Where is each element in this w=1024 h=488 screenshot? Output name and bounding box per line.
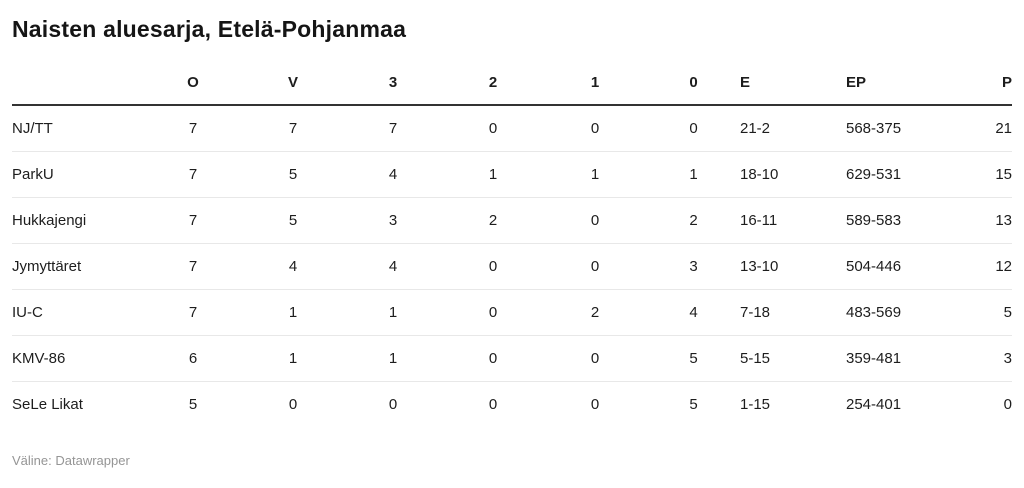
table-row: SeLe Likat 5 0 0 0 0 5 1-15 254-401 0 [12,382,1012,428]
team-name: Jymyttäret [12,243,143,290]
stat-cell: 4 [343,243,443,290]
table-row: ParkU 7 5 4 1 1 1 18-10 629-531 15 [12,151,1012,198]
stat-cell: 7-18 [740,289,846,336]
stat-cell: 5-15 [740,335,846,382]
stat-cell: 4 [343,151,443,198]
stat-cell: 5 [952,289,1012,336]
stat-cell: 2 [443,197,543,244]
stat-cell: 1 [543,151,647,198]
stat-cell: 5 [647,335,740,382]
stat-cell: 2 [647,197,740,244]
team-name: KMV-86 [12,335,143,382]
stat-cell: 1 [243,289,343,336]
stat-cell: 0 [1003,396,1012,413]
stat-cell: 1 [343,335,443,382]
stat-cell: 504-446 [846,243,952,290]
stat-cell: 1 [443,151,543,198]
stat-cell: 7 [243,105,343,152]
stat-cell: 5 [243,151,343,198]
stat-cell: 5 [689,396,698,413]
attribution-text: Väline: Datawrapper [12,453,130,468]
stat-cell: 483-569 [846,289,952,336]
column-header-e: E [740,74,846,106]
stat-cell: 18-10 [740,151,846,198]
column-header-2: 2 [443,74,543,106]
stat-cell: 0 [443,105,543,152]
stat-cell: 0 [647,105,740,152]
stat-cell: 21 [952,105,1012,152]
table-row: NJ/TT 7 7 7 0 0 0 21-2 568-375 21 [12,105,1012,152]
stat-cell: 3 [952,335,1012,382]
stat-cell: 16-11 [740,197,846,244]
stat-cell: 0 [443,243,543,290]
column-header-p: P [952,74,1012,106]
stat-cell: 0 [590,396,600,413]
column-header-ep: EP [846,74,952,106]
stat-cell: 4 [647,289,740,336]
stat-cell: 568-375 [846,105,952,152]
stat-cell: 0 [543,197,647,244]
header-row: O V 3 2 1 0 E EP P [12,74,1012,106]
stat-cell: 0 [543,105,647,152]
team-name: Hukkajengi [12,197,143,244]
stat-cell: 1 [343,289,443,336]
stat-cell: 7 [143,151,243,198]
stat-cell: 1 [243,335,343,382]
stat-cell: 5 [243,197,343,244]
stat-cell: 13-10 [740,243,846,290]
team-name: IU-C [12,289,143,336]
stat-cell: 7 [343,105,443,152]
standings-table: O V 3 2 1 0 E EP P NJ/TT 7 7 7 0 0 0 21-2 568-37… [12,74,1012,427]
stat-cell: 0 [443,289,543,336]
table-row: KMV-86 6 1 1 0 0 5 5-15 359-481 3 [12,335,1012,382]
stat-cell: 3 [647,243,740,290]
datawrapper-table-page: Naisten aluesarja, Etelä-Pohjanmaa O V 3… [12,16,1012,468]
stat-cell: 7 [143,243,243,290]
team-name: SeLe Likat [12,396,83,413]
stat-cell: 12 [952,243,1012,290]
stat-cell: 0 [443,335,543,382]
stat-cell: 5 [188,396,198,413]
column-header-3: 3 [343,74,443,106]
column-header-o: O [143,74,243,106]
stat-cell: 589-583 [846,197,952,244]
column-header-team [12,74,143,106]
stat-cell: 13 [952,197,1012,244]
column-header-0: 0 [647,74,740,106]
table-row: Jymyttäret 7 4 4 0 0 3 13-10 504-446 12 [12,243,1012,290]
stat-cell: 2 [543,289,647,336]
stat-cell: 0 [543,335,647,382]
team-name: NJ/TT [12,105,143,152]
stat-cell: 3 [343,197,443,244]
stat-cell: 254-401 [846,396,902,413]
stat-cell: 0 [488,396,498,413]
stat-cell: 1 [647,151,740,198]
stat-cell: 15 [952,151,1012,198]
stat-cell: 7 [143,289,243,336]
stat-cell: 0 [388,396,398,413]
stat-cell: 0 [288,396,298,413]
column-header-v: V [243,74,343,106]
stat-cell: 629-531 [846,151,952,198]
page-title: Naisten aluesarja, Etelä-Pohjanmaa [12,16,407,42]
stat-cell: 6 [143,335,243,382]
stat-cell: 7 [143,197,243,244]
table-row: IU-C 7 1 1 0 2 4 7-18 483-569 5 [12,289,1012,336]
table-row: Hukkajengi 7 5 3 2 0 2 16-11 589-583 13 [12,197,1012,244]
column-header-1: 1 [543,74,647,106]
stat-cell: 7 [143,105,243,152]
stat-cell: 359-481 [846,335,952,382]
stat-cell: 21-2 [740,105,846,152]
team-name: ParkU [12,151,143,198]
stat-cell: 0 [543,243,647,290]
stat-cell: 4 [243,243,343,290]
stat-cell: 1-15 [740,396,771,413]
